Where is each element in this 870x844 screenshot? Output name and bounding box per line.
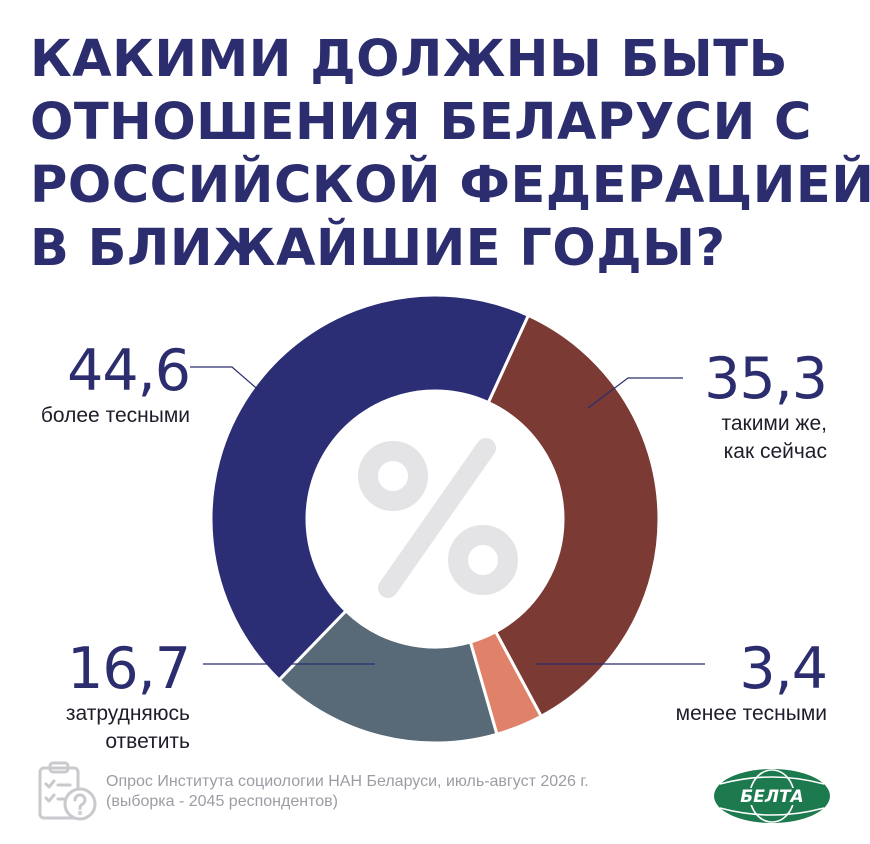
value-label-4: 16,7 bbox=[67, 636, 190, 702]
slice-more-close bbox=[209, 293, 531, 683]
survey-source: Опрос Института социологии НАН Беларуси,… bbox=[106, 772, 706, 812]
value-label-2: 35,3 bbox=[704, 346, 827, 412]
donut-slices bbox=[209, 293, 661, 745]
category-label-4-line-2: ответить bbox=[105, 730, 190, 753]
slice-undecided bbox=[277, 608, 499, 745]
value-label-3: 3,4 bbox=[739, 636, 827, 702]
title-line-1: КАКИМИ ДОЛЖНЫ БЫТЬ bbox=[30, 30, 788, 89]
category-label-2-line-2: как сейчас bbox=[724, 440, 827, 463]
chart-title: КАКИМИ ДОЛЖНЫ БЫТЬ ОТНОШЕНИЯ БЕЛАРУСИ С … bbox=[30, 28, 870, 280]
belta-logo: БЕЛТА bbox=[714, 769, 830, 823]
logo-text: БЕЛТА bbox=[740, 787, 803, 807]
title-line-4: В БЛИЖАЙШИЕ ГОДЫ? bbox=[30, 219, 726, 278]
leader-lines bbox=[190, 366, 705, 665]
category-label-2-line-1: такими же, bbox=[721, 412, 827, 435]
title-line-2: ОТНОШЕНИЯ БЕЛАРУСИ С bbox=[30, 93, 812, 152]
leader-line-2 bbox=[587, 377, 683, 409]
category-label-4-line-1: затрудняюсь bbox=[66, 702, 190, 725]
percent-center-icon bbox=[358, 438, 518, 598]
value-label-1: 44,6 bbox=[67, 338, 190, 404]
source-line-1: Опрос Института социологии НАН Беларуси,… bbox=[106, 773, 589, 790]
category-label-3-line-1: менее тесными bbox=[676, 702, 827, 725]
category-label-1-line-1: более тесными bbox=[41, 404, 190, 427]
source-line-2: (выборка - 2045 респондентов) bbox=[106, 793, 338, 810]
slice-same-as-now bbox=[486, 313, 661, 719]
title-line-3: РОССИЙСКОЙ ФЕДЕРАЦИЕЙ bbox=[30, 156, 870, 215]
leader-line-1 bbox=[190, 366, 271, 401]
clipboard-question-icon bbox=[38, 761, 97, 821]
